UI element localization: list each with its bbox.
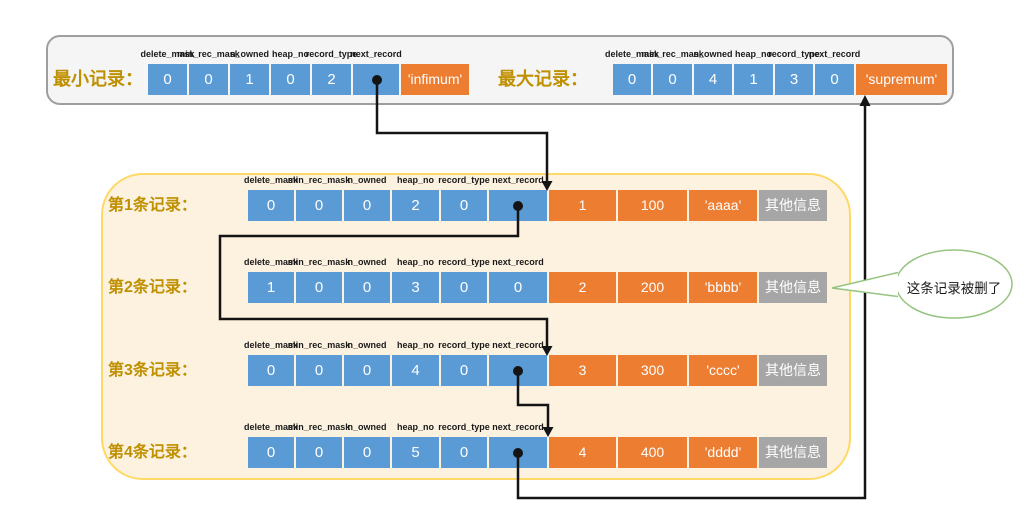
min-record-cell-next_record [353,64,399,95]
field-label-record_type: record_type [438,340,490,350]
record-1-cell-record_type: 0 [441,190,487,221]
field-label-min_rec_mask: min_rec_mask [287,257,351,267]
record-4-extra-info-cell: 其他信息 [759,437,827,468]
field-label-next_record: next_record [492,422,544,432]
record-3-cell-record_type: 0 [441,355,487,386]
field-label-min_rec_mask: min_rec_mask [287,340,351,350]
field-label-next_record: next_record [808,49,861,59]
record-3-data-cell-1: 3 [549,355,616,386]
max-record-cell-heap_no: 1 [734,64,773,95]
min-record-cell-n_owned: 1 [230,64,269,95]
record-2-cell-n_owned: 0 [344,272,390,303]
field-label-delete_mask: delete_mask [140,49,195,59]
field-label-heap_no: heap_no [396,257,435,267]
field-label-heap_no: heap_no [271,49,310,59]
record-1-cell-delete_mask: 0 [248,190,294,221]
min-record-title: 最小记录： [53,69,143,89]
field-label-min_rec_mask: min_rec_mask [287,175,351,185]
record-4-cell-n_owned: 0 [344,437,390,468]
field-label-delete_mask: delete_mask [243,175,299,185]
record-3-cell-n_owned: 0 [344,355,390,386]
record-1-data-cell-3: 'aaaa' [689,190,757,221]
field-label-record_type: record_type [438,257,490,267]
max-record-cell-next_record: 0 [815,64,854,95]
record-2-data-cell-3: 'bbbb' [689,272,757,303]
max-record-cell-delete_mask: 0 [613,64,651,95]
field-label-min_rec_mask: min_rec_mask [177,49,240,59]
callout-text: 这条记录被删了 [906,281,1002,296]
record-4-data-cell-3: 'dddd' [689,437,757,468]
record-3-title: 第3条记录： [108,362,197,379]
field-label-n_owned: n_owned [347,422,387,432]
record-4-data-cell-1: 4 [549,437,616,468]
record-1-cell-heap_no: 2 [392,190,439,221]
field-label-heap_no: heap_no [396,175,435,185]
record-2-data-cell-1: 2 [549,272,616,303]
max-record-cell-min_rec_mask: 0 [653,64,692,95]
record-1-data-cell-1: 1 [549,190,616,221]
record-2-cell-min_rec_mask: 0 [296,272,342,303]
field-label-min_rec_mask: min_rec_mask [287,422,351,432]
record-3-cell-next_record [489,355,547,386]
record-1-extra-info-cell: 其他信息 [759,190,827,221]
min-record-name-cell: 'infimum' [401,64,469,95]
field-label-heap_no: heap_no [396,422,435,432]
record-4-cell-min_rec_mask: 0 [296,437,342,468]
min-record-cell-record_type: 2 [312,64,351,95]
field-label-next_record: next_record [492,257,544,267]
max-record-cell-n_owned: 4 [694,64,732,95]
field-label-n_owned: n_owned [229,49,270,59]
field-label-record_type: record_type [438,175,490,185]
record-2-cell-next_record: 0 [489,272,547,303]
field-label-delete_mask: delete_mask [604,49,660,59]
field-label-record_type: record_type [438,422,490,432]
record-3-cell-min_rec_mask: 0 [296,355,342,386]
field-label-next_record: next_record [492,175,544,185]
max-record-title: 最大记录： [498,69,588,89]
record-1-data-cell-2: 100 [618,190,687,221]
record-2-cell-heap_no: 3 [392,272,439,303]
record-4-cell-record_type: 0 [441,437,487,468]
record-2-cell-delete_mask: 1 [248,272,294,303]
field-label-record_type: record_type [305,49,358,59]
field-label-heap_no: heap_no [396,340,435,350]
record-2-data-cell-2: 200 [618,272,687,303]
field-label-next_record: next_record [350,49,402,59]
record-3-data-cell-3: 'cccc' [689,355,757,386]
field-label-heap_no: heap_no [734,49,773,59]
record-2-extra-info-cell: 其他信息 [759,272,827,303]
record-4-title: 第4条记录： [108,444,197,461]
record-3-extra-info-cell: 其他信息 [759,355,827,386]
record-3-cell-heap_no: 4 [392,355,439,386]
field-label-record_type: record_type [768,49,820,59]
field-label-n_owned: n_owned [347,257,387,267]
min-record-cell-min_rec_mask: 0 [189,64,228,95]
field-label-n_owned: n_owned [347,175,387,185]
max-record-cell-record_type: 3 [775,64,813,95]
min-record-cell-delete_mask: 0 [148,64,187,95]
field-label-next_record: next_record [492,340,544,350]
field-label-delete_mask: delete_mask [243,422,299,432]
field-label-n_owned: n_owned [347,340,387,350]
field-label-n_owned: n_owned [693,49,733,59]
record-2-title: 第2条记录： [108,279,197,296]
record-4-cell-delete_mask: 0 [248,437,294,468]
record-3-data-cell-2: 300 [618,355,687,386]
max-record-name-cell: 'supremum' [856,64,947,95]
min-record-cell-heap_no: 0 [271,64,310,95]
record-1-cell-next_record [489,190,547,221]
record-3-cell-delete_mask: 0 [248,355,294,386]
record-1-title: 第1条记录： [108,197,197,214]
record-4-data-cell-2: 400 [618,437,687,468]
record-1-cell-min_rec_mask: 0 [296,190,342,221]
record-4-cell-next_record [489,437,547,468]
record-2-cell-record_type: 0 [441,272,487,303]
record-1-cell-n_owned: 0 [344,190,390,221]
field-label-min_rec_mask: min_rec_mask [641,49,704,59]
record-4-cell-heap_no: 5 [392,437,439,468]
